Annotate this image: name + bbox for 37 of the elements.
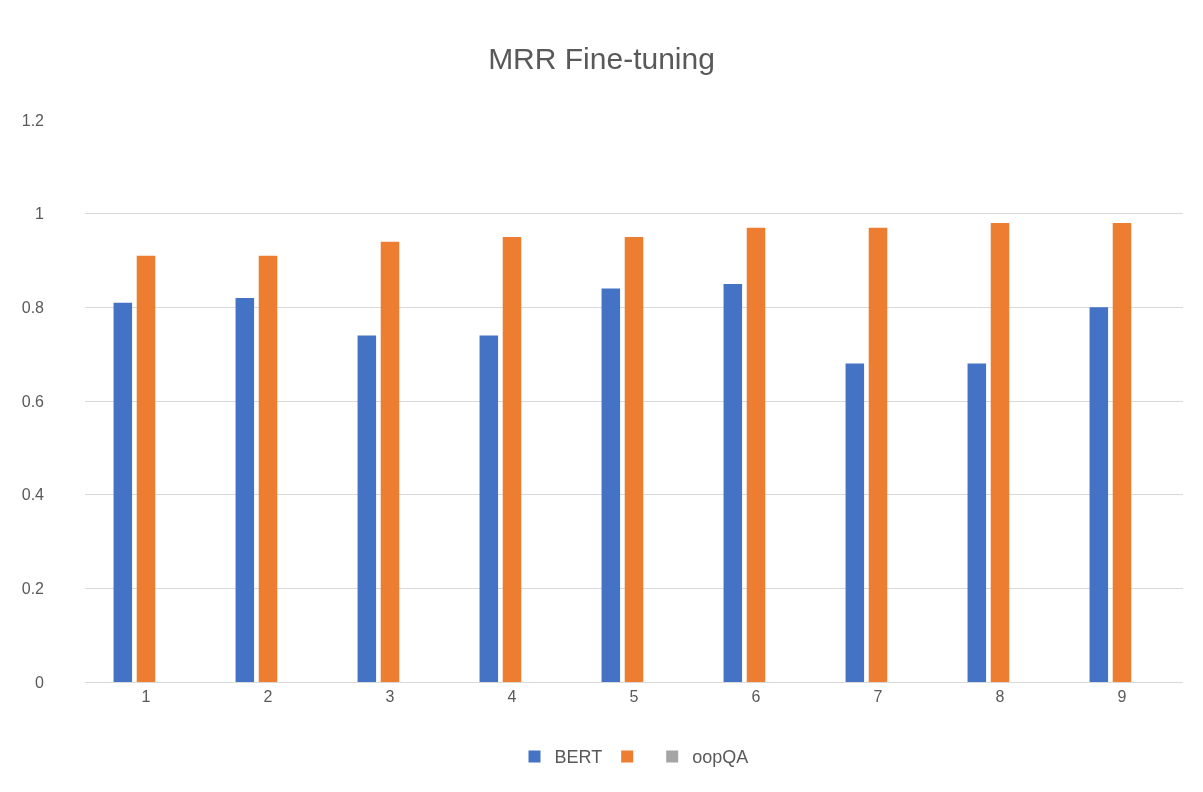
x-tick-label: 2 [263,688,273,706]
legend-label: oopQA [692,747,749,768]
y-tick-label: 1 [35,205,45,223]
bar [136,255,156,682]
bar [868,227,888,682]
bar [1089,307,1109,682]
x-tick-label: 8 [995,688,1005,706]
y-tick-label: 0.6 [21,392,45,410]
bar [479,335,499,682]
y-tick-label: 1.2 [21,111,45,129]
bar [601,288,621,682]
y-tick-label: 0 [35,673,45,691]
y-tick-label: 0.2 [21,579,45,597]
x-tick-label: 3 [385,688,395,706]
x-tick-label: 9 [1117,688,1127,706]
chart-title: MRR Fine-tuning [488,41,715,75]
x-tick-label: 7 [873,688,883,706]
bar [380,241,400,682]
bar [845,363,865,682]
bar [746,227,766,682]
legend-label: BERT [554,747,603,768]
y-tick-label: 0.8 [21,298,45,316]
bar [990,223,1010,682]
bar [624,237,644,682]
bar [113,302,133,682]
bar [502,237,522,682]
bar [258,255,278,682]
bar [357,335,377,682]
y-tick-label: 0.4 [21,486,45,504]
x-tick-label: 4 [507,688,517,706]
bar [1112,223,1132,682]
bar [967,363,987,682]
x-tick-label: 6 [751,688,761,706]
x-tick-label: 1 [141,688,151,706]
bar [723,283,743,682]
bar [235,297,255,682]
x-tick-label: 5 [629,688,639,706]
